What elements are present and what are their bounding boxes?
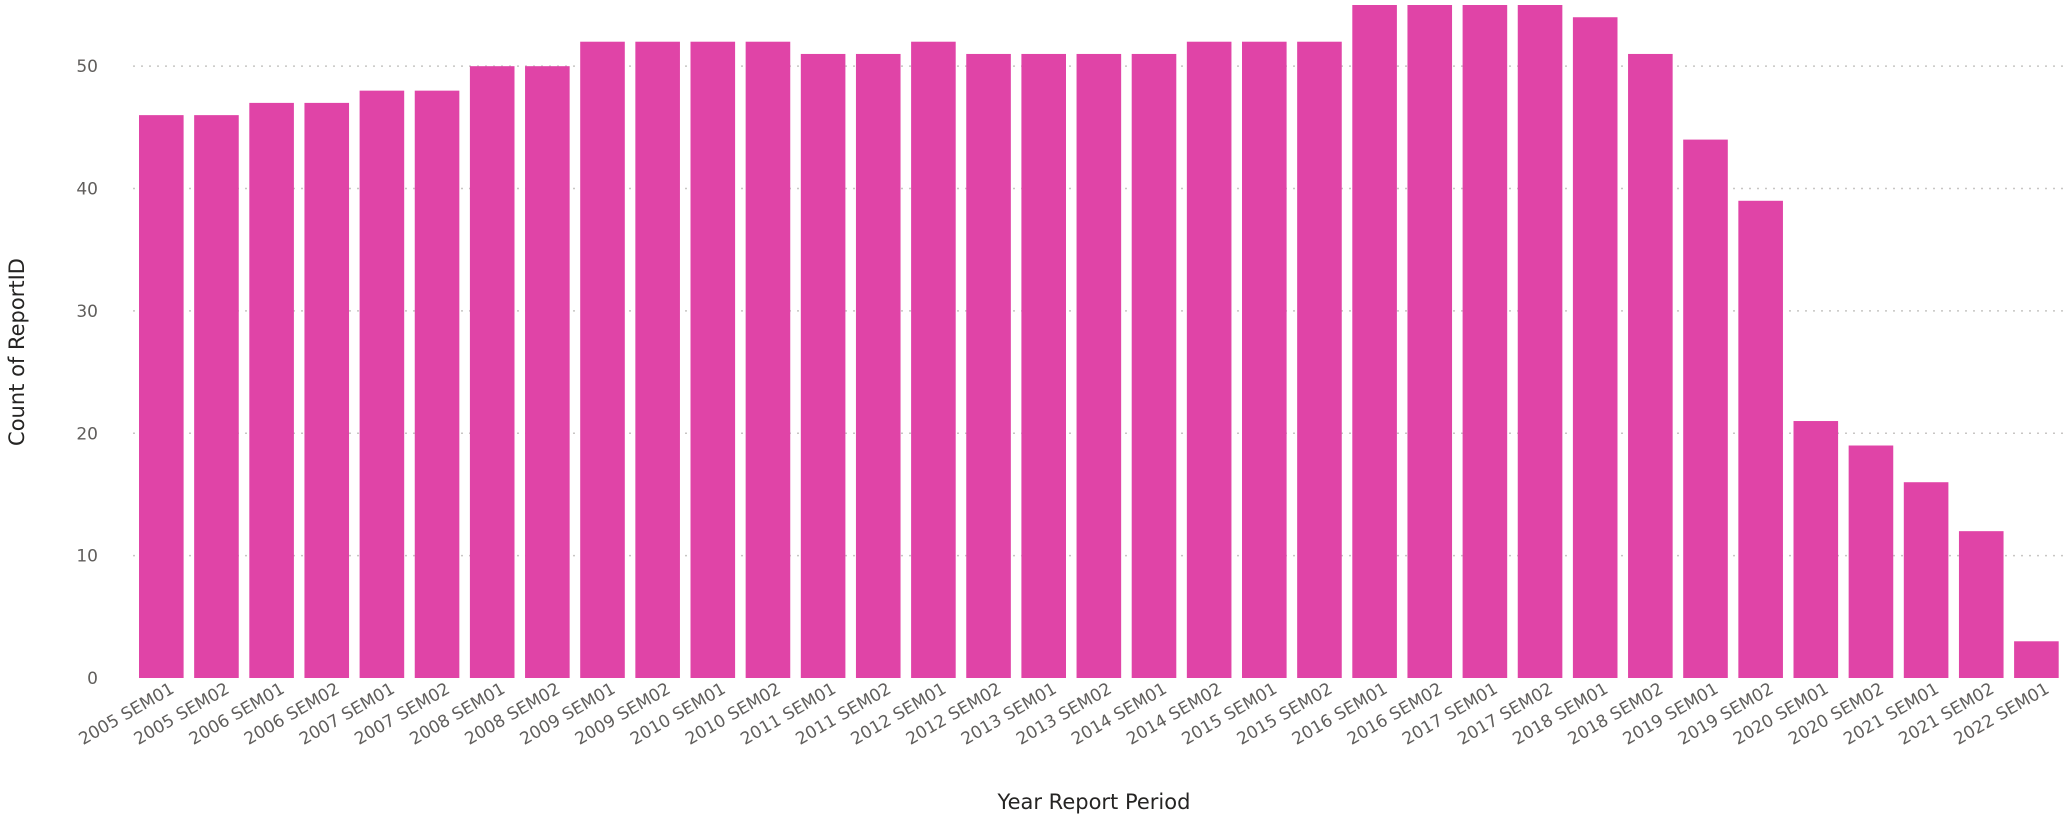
y-tick-label: 40	[76, 180, 98, 200]
bar[interactable]	[580, 41, 625, 678]
y-tick-label: 0	[87, 669, 98, 689]
bar[interactable]	[249, 102, 294, 678]
bar[interactable]	[855, 53, 901, 678]
bar[interactable]	[414, 90, 460, 678]
y-tick-label: 50	[76, 57, 98, 77]
bar[interactable]	[1131, 53, 1177, 678]
bar[interactable]	[1848, 445, 1894, 678]
bar[interactable]	[911, 41, 956, 678]
bar[interactable]	[1352, 5, 1397, 678]
bar[interactable]	[1242, 41, 1287, 678]
bars	[139, 5, 2059, 679]
bar[interactable]	[690, 41, 736, 678]
y-tick-label: 20	[76, 424, 98, 444]
bar[interactable]	[1186, 41, 1232, 678]
bar[interactable]	[745, 41, 791, 678]
bar[interactable]	[139, 115, 184, 678]
bar[interactable]	[1462, 5, 1508, 678]
bar[interactable]	[194, 115, 239, 678]
bar[interactable]	[800, 53, 846, 678]
bar[interactable]	[635, 41, 680, 678]
bar[interactable]	[1793, 421, 1839, 678]
y-axis-title: Count of ReportID	[5, 258, 29, 446]
y-tick-label: 10	[76, 547, 98, 567]
y-axis-ticks: 0 10 20 30 40 50	[76, 57, 98, 689]
bar[interactable]	[1958, 531, 2004, 678]
bar[interactable]	[1738, 200, 1783, 678]
bar[interactable]	[2014, 641, 2059, 678]
bar[interactable]	[525, 66, 570, 679]
bar[interactable]	[1517, 5, 1563, 678]
bar[interactable]	[966, 53, 1011, 678]
x-axis-title: Year Report Period	[997, 790, 1191, 814]
bar[interactable]	[1076, 53, 1122, 678]
bar[interactable]	[469, 66, 515, 679]
bar[interactable]	[1903, 482, 1949, 678]
bar[interactable]	[1021, 53, 1066, 678]
bar[interactable]	[1683, 139, 1728, 679]
bar[interactable]	[359, 90, 405, 678]
bar[interactable]	[1628, 53, 1673, 678]
bar[interactable]	[1572, 17, 1618, 679]
bar[interactable]	[304, 102, 350, 678]
bar[interactable]	[1407, 5, 1453, 678]
y-tick-label: 30	[76, 302, 98, 322]
bar[interactable]	[1297, 41, 1342, 678]
